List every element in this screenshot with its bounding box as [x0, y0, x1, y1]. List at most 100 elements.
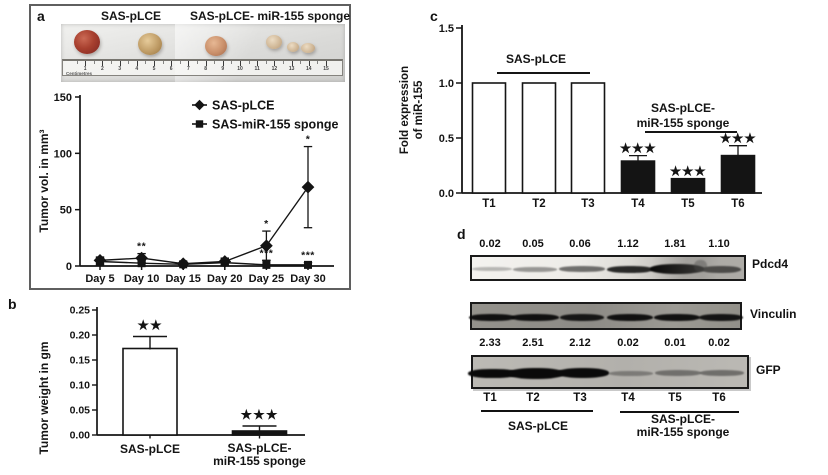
lane-label: T1 — [483, 392, 497, 404]
lane-label: T4 — [621, 392, 635, 404]
significance-annotation: ★★★ — [620, 141, 656, 156]
ruler-number: 14 — [306, 66, 312, 72]
protein-band — [559, 266, 605, 272]
lane-label: T5 — [668, 392, 682, 404]
ruler-minor-tick — [145, 61, 147, 64]
ruler-tick — [291, 61, 293, 66]
lane-label: T3 — [573, 392, 587, 404]
ruler-tick — [240, 61, 241, 66]
ruler-minor-tick — [128, 61, 130, 64]
protein-band — [607, 313, 653, 321]
tumor — [287, 42, 299, 52]
ruler-tick — [257, 61, 259, 66]
blot-shading — [652, 257, 744, 279]
protein-band — [655, 370, 701, 376]
ruler-tick — [136, 61, 138, 66]
y-tick-label: 1.0 — [439, 78, 454, 90]
significance-annotation: *** — [260, 247, 274, 259]
square-marker — [262, 260, 271, 269]
group-underline — [481, 410, 593, 412]
bar — [620, 160, 656, 194]
bar — [521, 82, 557, 194]
tumor — [74, 30, 100, 54]
ruler-minor-tick — [248, 61, 250, 64]
ruler-number: 13 — [288, 66, 295, 72]
group-label: SAS-pLCE- — [651, 101, 715, 115]
protein-band — [557, 368, 609, 378]
x-tick-label: Day 25 — [249, 273, 284, 285]
panel-d-western-blots: d 0.02 0.05 0.06 1.12 1.81 1.10 Pdcd4 Vinculin 2… — [455, 226, 828, 475]
significance-annotation: ★★★ — [241, 407, 279, 422]
band-quantification: 0.02 — [617, 337, 639, 349]
band-quantification: 0.01 — [664, 337, 686, 349]
tumor — [266, 35, 282, 49]
square-marker — [304, 260, 312, 269]
ruler-tick — [188, 61, 190, 66]
significance-annotation: ★★ — [137, 318, 162, 333]
band-quantification: 1.81 — [664, 238, 686, 250]
ruler-minor-tick — [179, 61, 181, 64]
band-quantification: 0.02 — [479, 238, 501, 250]
tumor-volume-chart: 0 50 100 150 Tumor vol. in mm³ Day 5 Day 10 Day… — [37, 92, 338, 285]
band-quantification: 0.06 — [569, 238, 591, 250]
tumor — [205, 36, 227, 56]
bar — [122, 347, 178, 436]
band-quantification: 2.51 — [522, 337, 544, 349]
y-tick-label: 0 — [66, 261, 72, 273]
x-tick-label: Day 5 — [85, 273, 114, 285]
group-label: miR-155 sponge — [637, 116, 730, 130]
protein-label: Vinculin — [750, 307, 797, 321]
significance-annotation: ★★★ — [720, 131, 756, 146]
ruler-number: 7 — [187, 66, 190, 72]
panel-a-label: a — [37, 8, 45, 24]
y-tick-label: 0.05 — [70, 405, 91, 417]
ruler-minor-tick — [93, 61, 95, 64]
ruler-unit-label: Centimetres — [66, 71, 93, 76]
protein-band — [560, 313, 604, 321]
x-tick-label: Day 15 — [165, 273, 200, 285]
group-label: miR-155 sponge — [636, 425, 730, 439]
band-quantification: 1.12 — [617, 238, 639, 250]
band-quantification: 1.10 — [708, 238, 730, 250]
significance-annotation: ★★★ — [670, 164, 706, 179]
y-tick-label: 0.10 — [70, 380, 91, 392]
protein-band — [654, 313, 700, 321]
protein-band — [650, 264, 704, 274]
square-marker — [195, 120, 204, 128]
protein-band — [468, 368, 518, 378]
significance-annotation: * — [264, 218, 269, 230]
tumor — [301, 43, 315, 53]
ruler-minor-tick — [265, 61, 267, 64]
ruler-tick — [308, 61, 310, 66]
category-label: SAS-pLCE- — [228, 441, 292, 455]
ruler-tick — [119, 61, 121, 66]
square-marker — [96, 257, 104, 266]
category-label: T1 — [482, 198, 496, 210]
category-label: T4 — [631, 198, 645, 210]
photo-group-left-label: SAS-pLCE — [101, 9, 161, 23]
group-label: SAS-pLCE — [508, 419, 568, 433]
band-quantification: 0.02 — [708, 337, 730, 349]
ruler-minor-tick — [214, 61, 216, 64]
series-line — [99, 260, 308, 266]
diamond-marker — [301, 180, 315, 194]
ruler-tick — [274, 61, 276, 66]
ruler-minor-tick — [317, 61, 319, 64]
panel-d-label: d — [457, 226, 466, 242]
diamond-marker — [194, 99, 205, 111]
y-axis-label: Fold expression — [399, 66, 411, 154]
ruler-number: 15 — [323, 66, 329, 72]
group-label: SAS-pLCE- — [651, 412, 715, 426]
ruler-number: 1 — [83, 66, 87, 72]
pdcd4-blot — [470, 255, 746, 281]
vinculin-blot — [469, 302, 743, 330]
lane-label: T6 — [712, 392, 726, 404]
y-tick-label: 1.5 — [439, 23, 454, 35]
y-tick-label: 0.25 — [70, 305, 91, 317]
legend-label: SAS-pLCE — [212, 99, 275, 113]
ruler-minor-tick — [162, 61, 164, 64]
protein-band — [511, 313, 559, 321]
tumor-weight-chart: 0.00 0.05 0.10 0.15 0.20 0.25 Tumor weight in … — [37, 305, 306, 469]
bar — [720, 154, 756, 194]
